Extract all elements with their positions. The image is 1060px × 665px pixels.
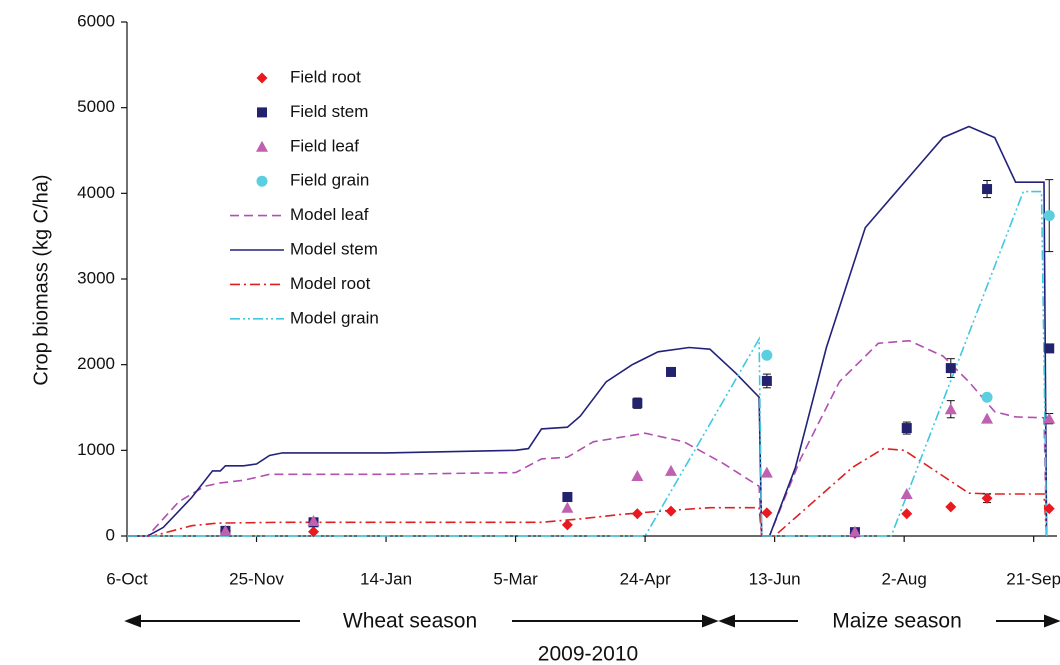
annotation: Wheat season xyxy=(343,610,477,633)
model-line xyxy=(127,125,1048,537)
marker xyxy=(945,363,956,374)
marker xyxy=(982,184,993,195)
x-tick-label: 25-Nov xyxy=(229,569,284,588)
marker xyxy=(1043,210,1055,222)
y-tick-label: 2000 xyxy=(77,354,115,373)
marker xyxy=(665,464,678,476)
y-axis-title: Crop biomass (kg C/ha) xyxy=(30,174,52,385)
legend-label: Model leaf xyxy=(290,205,369,224)
x-tick-label: 5-Mar xyxy=(493,569,538,588)
legend-label: Model stem xyxy=(290,239,378,258)
marker xyxy=(981,492,993,504)
marker xyxy=(631,508,643,520)
legend-label: Field grain xyxy=(290,171,369,190)
legend-label: Field stem xyxy=(290,102,368,121)
marker xyxy=(761,375,772,386)
legend-marker xyxy=(256,140,268,152)
legend-marker xyxy=(257,107,267,118)
marker xyxy=(945,501,957,513)
marker xyxy=(901,508,913,520)
legend-label: Field leaf xyxy=(290,136,359,155)
x-tick-label: 21-Sep xyxy=(1006,569,1060,588)
x-tick-label: 13-Jun xyxy=(749,569,801,588)
annotation: 2009-2010 xyxy=(538,643,638,665)
legend-label: Model root xyxy=(290,274,371,293)
x-tick-label: 2-Aug xyxy=(881,569,926,588)
marker xyxy=(632,398,643,409)
marker xyxy=(760,466,773,478)
marker xyxy=(219,524,232,536)
y-tick-label: 1000 xyxy=(77,440,115,459)
marker xyxy=(944,403,957,415)
marker xyxy=(666,366,677,377)
marker xyxy=(1043,503,1055,515)
marker xyxy=(561,519,573,531)
x-tick-label: 24-Apr xyxy=(620,569,671,588)
y-tick-label: 4000 xyxy=(77,183,115,202)
legend-marker xyxy=(256,175,268,187)
model-line xyxy=(127,339,1048,537)
annotation: Maize season xyxy=(832,610,962,633)
marker xyxy=(562,492,573,503)
marker xyxy=(308,526,320,538)
model-line xyxy=(127,190,1048,537)
marker xyxy=(900,488,913,500)
marker xyxy=(631,470,644,482)
marker xyxy=(1043,412,1056,424)
marker xyxy=(848,525,861,537)
marker xyxy=(981,412,994,424)
marker xyxy=(761,507,773,519)
marker xyxy=(761,349,773,361)
marker xyxy=(1044,343,1055,354)
y-tick-label: 5000 xyxy=(77,97,115,116)
y-tick-label: 0 xyxy=(106,525,115,544)
legend-label: Field root xyxy=(290,67,361,86)
season-arrows xyxy=(124,614,1060,628)
x-tick-label: 14-Jan xyxy=(360,569,412,588)
y-tick-label: 3000 xyxy=(77,268,115,287)
legend-label: Model grain xyxy=(290,308,379,327)
marker xyxy=(901,423,912,434)
marker xyxy=(307,515,320,527)
marker xyxy=(665,505,677,517)
x-tick-label: 6-Oct xyxy=(106,569,148,588)
legend-marker xyxy=(256,72,268,84)
y-tick-label: 6000 xyxy=(77,11,115,30)
marker xyxy=(981,391,993,403)
model-line xyxy=(127,447,1048,537)
marker xyxy=(561,501,574,513)
